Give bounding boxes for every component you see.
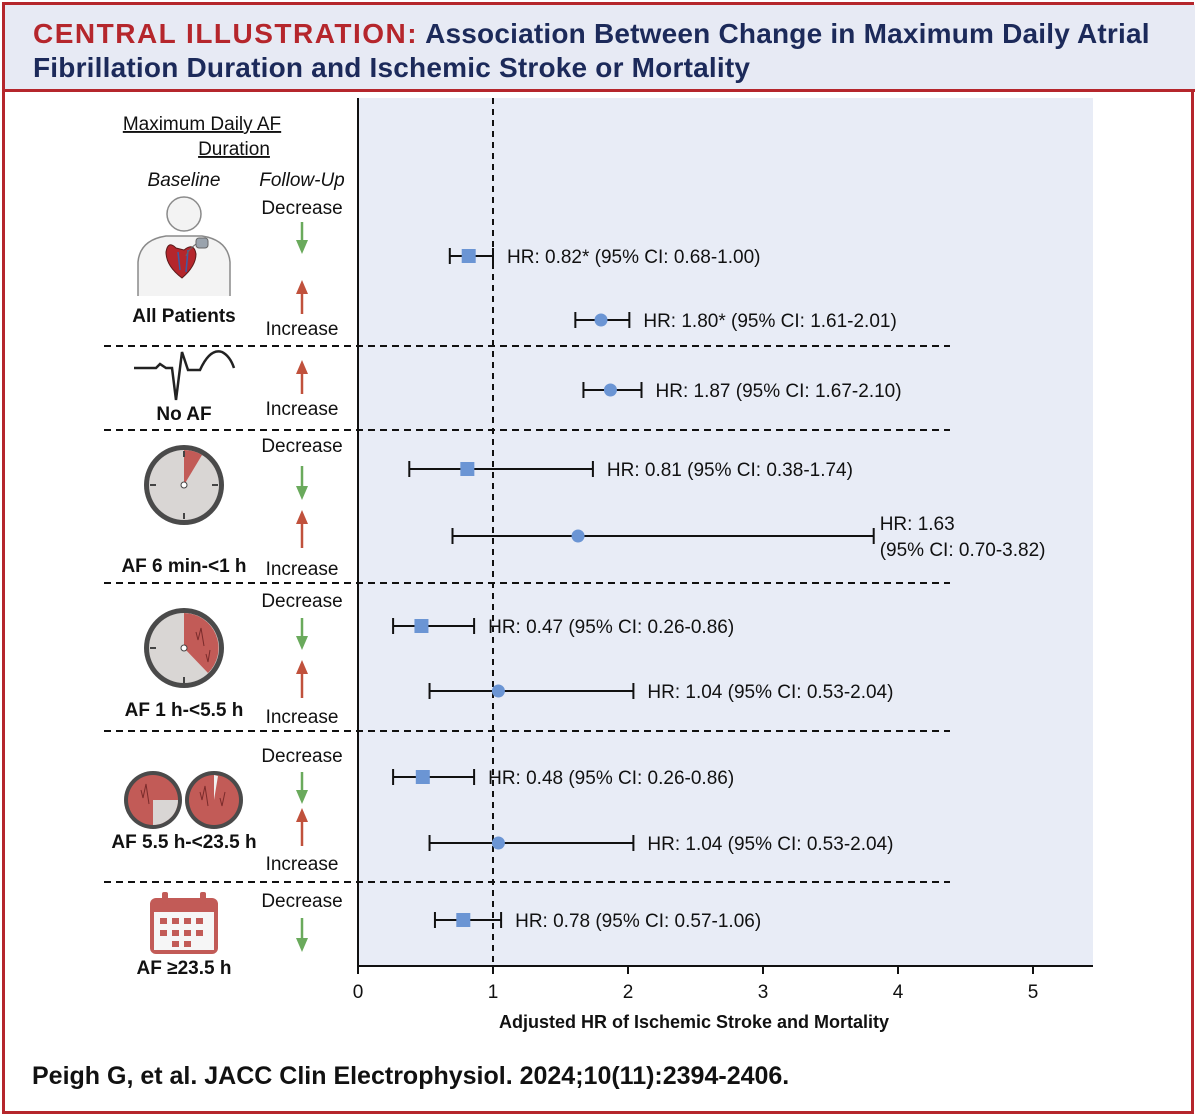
clock-small-fraction-icon — [144, 445, 224, 525]
decrease-arrow-icon — [296, 618, 308, 650]
hr-marker-circle — [491, 684, 505, 698]
hr-marker-square — [456, 913, 471, 927]
group-label-af-23-5h: AF ≥23.5 h — [137, 958, 232, 979]
x-tick-label: 3 — [758, 982, 769, 1003]
clock-quarter-fraction-icon — [144, 608, 224, 688]
title-text: Association Between Change in Maximum Da… — [33, 18, 1150, 83]
plot-area — [358, 98, 1093, 966]
hr-marker-square — [414, 619, 429, 633]
decrease-arrow-icon — [296, 466, 308, 500]
increase-arrow-icon — [296, 660, 308, 698]
increase-arrow-icon — [296, 360, 308, 394]
hr-label: HR: 0.81 (95% CI: 0.38-1.74) — [607, 460, 853, 481]
hr-label: HR: 1.80* (95% CI: 1.61-2.01) — [643, 311, 896, 332]
group-label-af-5-5h: AF 5.5 h-<23.5 h — [111, 832, 256, 853]
calendar-icon — [150, 892, 218, 954]
hr-marker-circle — [603, 383, 617, 397]
hr-marker-square — [461, 249, 476, 263]
increase-label: Increase — [266, 399, 339, 420]
x-tick-label: 1 — [488, 982, 499, 1003]
increase-label: Increase — [266, 707, 339, 728]
decrease-label: Decrease — [261, 436, 342, 457]
increase-label: Increase — [266, 319, 339, 340]
increase-arrow-icon — [296, 510, 308, 548]
hr-marker-circle — [594, 313, 608, 327]
x-tick-label: 0 — [353, 982, 364, 1003]
hr-marker-circle — [571, 529, 585, 543]
group-label-no-af: No AF — [156, 404, 211, 425]
decrease-arrow-icon — [296, 222, 308, 254]
decrease-label: Decrease — [261, 198, 342, 219]
group-label-all-patients: All Patients — [132, 306, 235, 327]
x-tick-label: 4 — [893, 982, 904, 1003]
patient-heart-icon — [137, 196, 231, 296]
group-label-af-1h: AF 1 h-<5.5 h — [125, 700, 244, 721]
increase-arrow-icon — [296, 280, 308, 314]
hr-marker-square — [415, 770, 430, 784]
two-clocks-icon — [124, 771, 243, 829]
group-label-af-6min: AF 6 min-<1 h — [121, 556, 246, 577]
followup-label: Follow-Up — [259, 170, 345, 191]
decrease-label: Decrease — [261, 746, 342, 767]
forest-plot: Maximum Daily AF Duration Baseline Follo… — [104, 98, 1093, 1032]
hr-label-ci: (95% CI: 0.70-3.82) — [880, 540, 1046, 561]
x-tick-label: 5 — [1028, 982, 1039, 1003]
ecg-trace-icon — [134, 350, 236, 401]
hr-label: HR: 1.87 (95% CI: 1.67-2.10) — [656, 381, 902, 402]
decrease-arrow-icon — [296, 918, 308, 952]
hr-marker-square — [460, 462, 475, 476]
decrease-label: Decrease — [261, 891, 342, 912]
citation: Peigh G, et al. JACC Clin Electrophysiol… — [32, 1062, 790, 1090]
direction-labels: Decrease Increase Increase Decrease Incr… — [261, 198, 342, 912]
hr-label: HR: 0.82* (95% CI: 0.68-1.00) — [507, 247, 760, 268]
increase-arrow-icon — [296, 808, 308, 846]
hr-label: HR: 1.63 — [880, 514, 955, 535]
group-separators — [104, 345, 950, 883]
hr-label: HR: 0.48 (95% CI: 0.26-0.86) — [488, 768, 734, 789]
title-lead: CENTRAL ILLUSTRATION: — [33, 18, 419, 49]
increase-label: Increase — [266, 854, 339, 875]
hr-label: HR: 0.47 (95% CI: 0.26-0.86) — [488, 617, 734, 638]
x-tick-label: 2 — [623, 982, 634, 1003]
left-heading-line1: Maximum Daily AF — [123, 114, 281, 135]
hr-label: HR: 1.04 (95% CI: 0.53-2.04) — [647, 682, 893, 703]
hr-label: HR: 1.04 (95% CI: 0.53-2.04) — [647, 834, 893, 855]
increase-label: Increase — [266, 559, 339, 580]
left-heading-line2: Duration — [198, 139, 270, 160]
hr-marker-circle — [491, 836, 505, 850]
direction-arrows — [296, 222, 308, 952]
hr-label: HR: 0.78 (95% CI: 0.57-1.06) — [515, 911, 761, 932]
x-axis-label: Adjusted HR of Ischemic Stroke and Morta… — [499, 1012, 889, 1032]
decrease-label: Decrease — [261, 591, 342, 612]
page-title: CENTRAL ILLUSTRATION: Association Betwee… — [33, 17, 1183, 85]
header-banner: CENTRAL ILLUSTRATION: Association Betwee… — [5, 5, 1195, 92]
baseline-label: Baseline — [148, 170, 221, 191]
decrease-arrow-icon — [296, 772, 308, 804]
